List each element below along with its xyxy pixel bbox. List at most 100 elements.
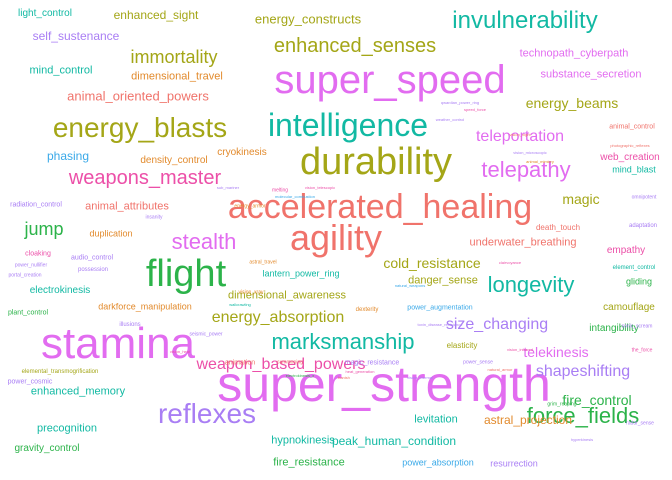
word-hyperkinesis: hyperkinesis (570, 437, 594, 442)
word-toxin-disease-resistance: toxin_disease_resistance (417, 322, 463, 327)
word-gliding: gliding (625, 276, 653, 287)
word-banish: banish (338, 375, 350, 380)
word-power-sense: power_sense (463, 359, 493, 366)
word-sub-mariner: sub_mariner (216, 185, 240, 190)
word-levitation: levitation (414, 413, 458, 426)
word-cryokinesis: cryokinesis (217, 147, 267, 158)
word-lantern-power-ring: lantern_power_ring (262, 268, 340, 279)
word-astral-projection: astral_projection (483, 413, 573, 427)
word-enhanced-sight: enhanced_sight (113, 8, 199, 22)
word-power-nullifier: power_nullifier (14, 262, 48, 269)
word-super-strength: super_strength (217, 356, 551, 412)
word-vision-thermal: vision_thermal (407, 375, 433, 380)
word-elasticity: elasticity (446, 341, 478, 350)
word-agility: agility (289, 217, 383, 258)
word-cloaking: cloaking (25, 250, 51, 258)
word-density-control: density_control (140, 155, 208, 166)
word-natural-armor: natural_armor (487, 367, 513, 372)
word-qwardian-power-ring: qwardian_power_ring (440, 100, 480, 105)
word-animal-oriented-powers: animal_oriented_powers (67, 88, 209, 104)
word-force-fields: force_fields (526, 403, 640, 428)
word-energy-blasts: energy_blasts (52, 112, 228, 143)
word-magic-resistance: magic_resistance (344, 359, 400, 367)
word-cold-resistance: cold_resistance (383, 255, 481, 271)
word-seismic-power: seismic_power (189, 331, 223, 338)
word-melting: melting (271, 187, 289, 194)
word-power-augmentation: power_augmentation (407, 304, 473, 312)
word-vision-night: vision_night (509, 132, 531, 137)
word-duplication: duplication (89, 228, 133, 239)
word-enhanced-senses: enhanced_senses (273, 35, 437, 57)
word-magic: magic (562, 191, 600, 207)
word-resurrection: resurrection (490, 458, 538, 469)
word-speed-force: speed_force (463, 107, 487, 112)
word-stamina: stamina (40, 319, 196, 368)
word-adaptation: adaptation (628, 223, 658, 229)
word-phasing: phasing (46, 149, 90, 163)
word-substance-secretion: substance_secretion (540, 68, 642, 81)
word-reflexes: reflexes (157, 398, 257, 429)
word-molecular-combustion: molecular_combustion (274, 194, 316, 199)
word-astral-travel: astral_travel (249, 259, 277, 266)
word-enhanced-memory: enhanced_memory (30, 385, 126, 398)
word-web-creation: web_creation (600, 152, 660, 163)
word-insanity: insanity (145, 214, 163, 221)
word-power-cosmic: power_cosmic (7, 378, 53, 386)
word-death-touch: death_touch (535, 223, 581, 232)
word-fire-control: fire_control (562, 392, 632, 408)
word-technopath-cyberpath: technopath_cyberpath (519, 47, 629, 60)
word-electrokinesis: electrokinesis (29, 285, 91, 296)
word-light-control: light_control (18, 8, 72, 19)
word-fire-resistance: fire_resistance (273, 456, 345, 469)
word-teleportation: teleportation (475, 128, 565, 145)
word-audio-control: audio_control (70, 254, 114, 262)
word-longevity: longevity (487, 272, 575, 297)
word-animal-attributes: animal_attributes (85, 200, 169, 213)
word-possession: possession (77, 267, 109, 273)
word-sonic-scream: sonic_scream (621, 323, 653, 330)
word-animal-control: animal_control (609, 123, 655, 131)
word-energy-absorption: energy_absorption (211, 309, 345, 326)
word-vision-xray: vision_xray (238, 289, 264, 296)
word-summoning: summoning (277, 359, 303, 366)
word-underwater-breathing: underwater_breathing (469, 236, 577, 249)
word-size-changing: size_changing (445, 316, 549, 333)
word-mind-blast: mind_blast (612, 164, 656, 175)
word-plant-control: plant_control (7, 309, 49, 317)
word-stealth: stealth (171, 229, 237, 254)
word-radar-sense: radar_sense (626, 420, 654, 427)
word-precognition: precognition (37, 422, 97, 435)
word-dimensional-awareness: dimensional_awareness (227, 289, 347, 302)
word-radiation-control: radiation_control (10, 201, 62, 209)
word-camouflage: camouflage (603, 302, 655, 313)
word-vision-infrared: vision_infrared (506, 347, 534, 352)
word-elemental-transmogrification: elemental_transmogrification (21, 369, 99, 375)
word-power-absorption: power_absorption (402, 457, 474, 468)
word-energy-armor: energy_armor (234, 203, 266, 210)
word-marksmanship: marksmanship (271, 329, 415, 354)
word-telepathy: telepathy (481, 157, 571, 182)
word-vision-microscopic: vision_microscopic (513, 150, 547, 155)
word-intelligence: intelligence (267, 107, 429, 143)
word-immortality: immortality (130, 47, 218, 67)
word-intangibility: intangibility (589, 323, 639, 334)
word-flight: flight (145, 253, 227, 295)
word-illusions: illusions (119, 322, 141, 328)
word-hypnokinesis: hypnokinesis (271, 434, 335, 447)
word-accelerated-healing: accelerated_healing (227, 188, 533, 226)
word-omnipotent: omnipotent (631, 194, 657, 201)
word-weapon-based-powers: weapon_based_powers (196, 356, 366, 373)
word-durability: durability (299, 141, 453, 183)
word-the-force: the_force (631, 347, 653, 354)
word-peak-human-condition: peak_human_condition (331, 434, 457, 448)
word-element-control: element_control (612, 265, 656, 271)
word-jump: jump (24, 219, 64, 239)
word-shapeshifting: shapeshifting (535, 363, 631, 380)
word-natural-weapons: natural_weapons (394, 283, 426, 288)
word-darkforce-manipulation: darkforce_manipulation (98, 301, 192, 312)
word-heat-generation: heat_generation (345, 369, 375, 374)
word-empathy: empathy (606, 245, 646, 256)
word-vision-heat: vision_heat (169, 349, 191, 354)
word-invulnerability: invulnerability (452, 7, 598, 34)
